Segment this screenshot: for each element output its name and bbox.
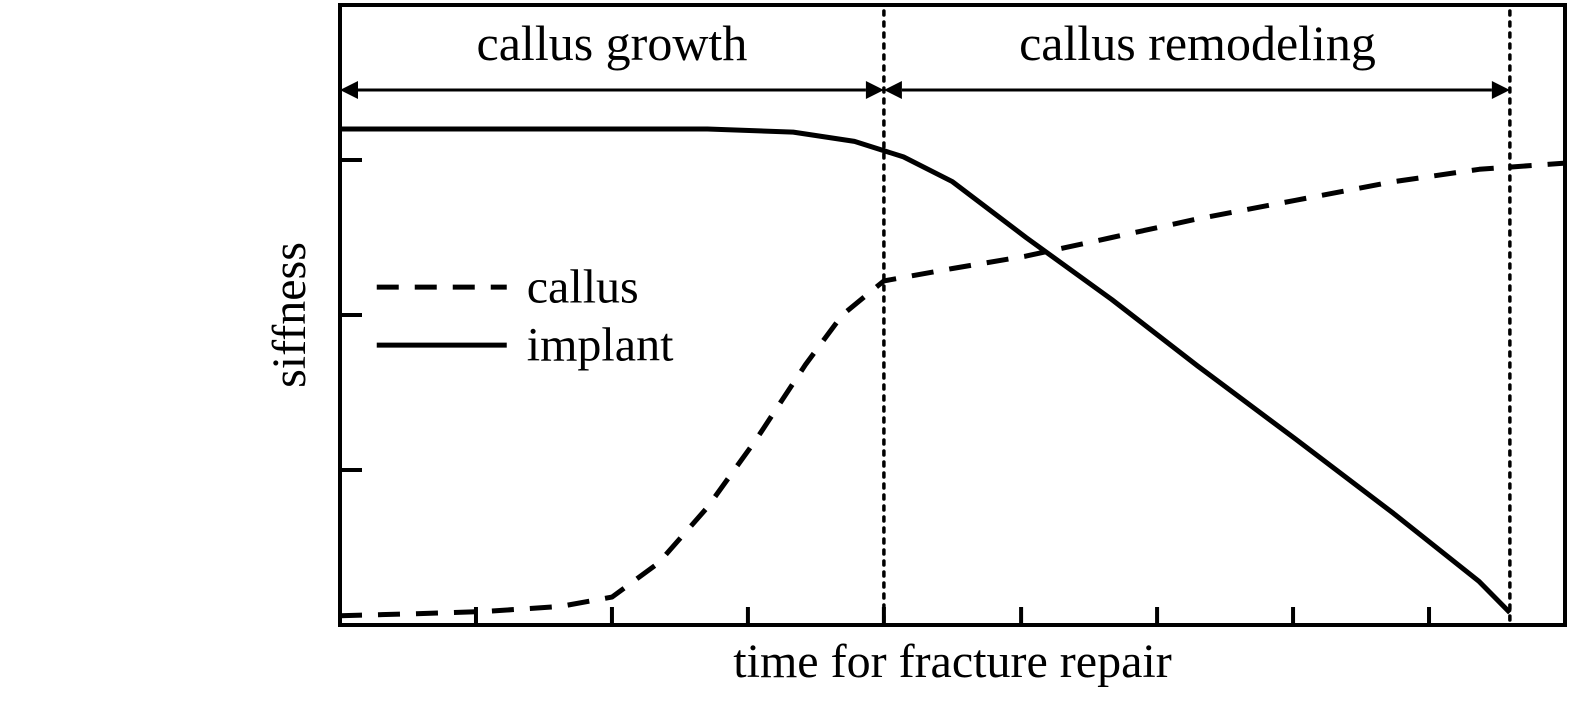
chart-background xyxy=(0,0,1575,708)
phase-label-growth: callus growth xyxy=(477,15,748,71)
phase-label-remodeling: callus remodeling xyxy=(1019,15,1376,71)
stiffness-vs-time-chart: callus growth callus remodeling callusimpl… xyxy=(0,0,1575,708)
chart-svg: callus growth callus remodeling callusimpl… xyxy=(0,0,1575,708)
legend-label: callus xyxy=(527,260,639,313)
legend-label: implant xyxy=(527,318,674,371)
y-axis-label: siffness xyxy=(263,242,316,388)
x-axis-label: time for fracture repair xyxy=(733,635,1171,688)
